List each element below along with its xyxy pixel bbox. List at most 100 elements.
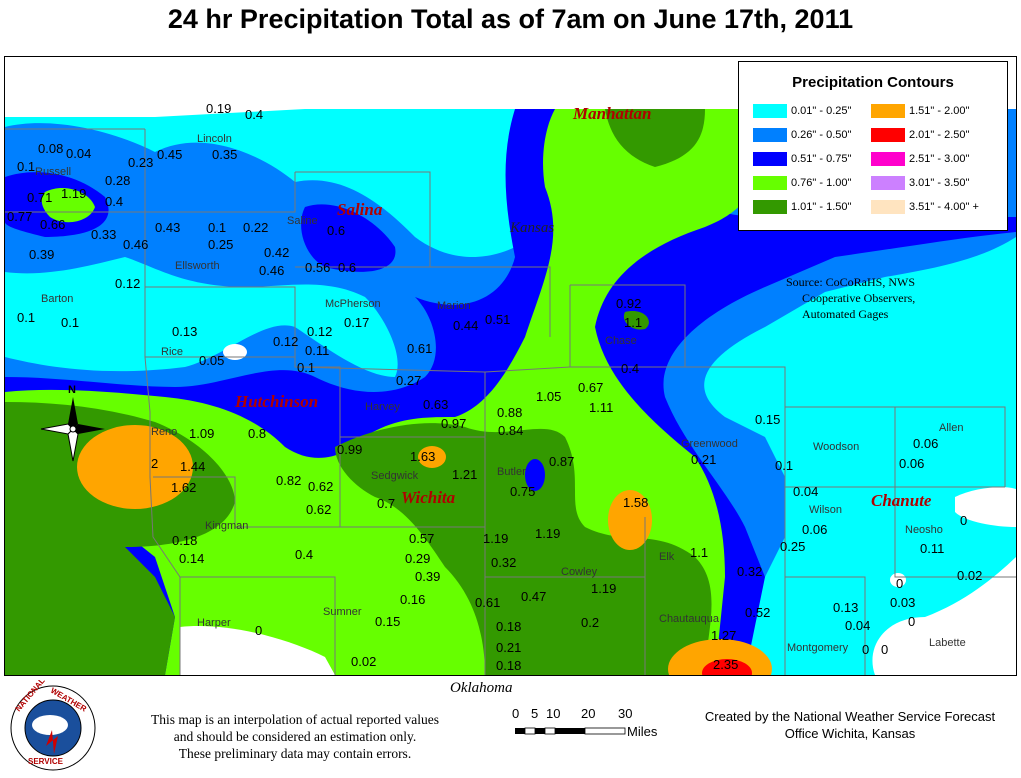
source-line-1: Source: CoCoRaHS, NWS [786, 275, 915, 289]
precip-value: 0.67 [578, 380, 603, 395]
legend-item: 2.01" - 2.50" [871, 128, 969, 142]
nws-logo-icon: NATIONAL WEATHER SERVICE [10, 680, 96, 771]
scale-tick: 30 [618, 706, 632, 721]
county-label: Sumner [323, 606, 362, 618]
precip-value: 0.44 [453, 318, 478, 333]
precip-value: 0.12 [307, 324, 332, 339]
precip-value: 0.4 [105, 194, 123, 209]
county-label: Chautauqua [659, 613, 720, 625]
contour-red-chautauqua [702, 659, 752, 675]
legend-item: 3.01" - 3.50" [871, 176, 969, 190]
precip-value: 0.99 [337, 442, 362, 457]
precip-value: 0.1 [61, 315, 79, 330]
precip-value: 0.11 [305, 343, 329, 358]
county-label: Wilson [809, 504, 842, 516]
legend-item: 0.76" - 1.00" [753, 176, 851, 190]
scale-tick: 0 [512, 706, 519, 721]
contour-white-harper [180, 626, 335, 675]
county-label: Barton [41, 293, 73, 305]
legend-swatch [871, 104, 905, 118]
precip-value: 0.05 [199, 353, 224, 368]
precip-value: 0.6 [338, 260, 356, 275]
precip-value: 0.45 [157, 147, 182, 162]
legend-label: 0.26" - 0.50" [791, 129, 852, 141]
precip-value: 0.46 [259, 263, 284, 278]
precip-value: 0.02 [957, 568, 982, 583]
precip-value: 0.63 [423, 397, 448, 412]
legend-swatch [871, 176, 905, 190]
north-label: N [68, 384, 76, 396]
city-label: Wichita [401, 488, 456, 507]
legend-item: 2.51" - 3.00" [871, 152, 969, 166]
precip-value: 1.19 [591, 581, 616, 596]
legend-swatch [871, 128, 905, 142]
precip-value: 0.87 [549, 454, 574, 469]
legend-swatch [753, 200, 787, 214]
precip-value: 0.42 [264, 245, 289, 260]
contour-orange-reno [77, 425, 193, 509]
precip-value: 1.63 [410, 449, 435, 464]
credit-line-2: Office Wichita, Kansas [784, 726, 916, 741]
precip-value: 0.35 [212, 147, 237, 162]
precip-value: 0.12 [273, 334, 298, 349]
precip-value: 0.77 [7, 209, 32, 224]
legend-item: 1.51" - 2.00" [871, 104, 969, 118]
legend-label: 0.76" - 1.00" [791, 177, 852, 189]
precip-value: 0.15 [755, 412, 780, 427]
source-line-3: Automated Gages [802, 307, 889, 321]
scale-tick: 20 [581, 706, 595, 721]
precip-value: 0.16 [400, 592, 425, 607]
precip-value: 0.18 [496, 619, 521, 634]
precip-value: 0.32 [491, 555, 516, 570]
credit: Created by the National Weather Service … [690, 708, 1010, 742]
precip-value: 0.15 [375, 614, 400, 629]
precip-value: 0 [255, 623, 262, 638]
precip-value: 0.25 [208, 237, 233, 252]
disclaimer: This map is an interpolation of actual r… [110, 711, 480, 762]
county-label: Harper [197, 617, 231, 629]
precip-value: 0.23 [128, 155, 153, 170]
county-label: Montgomery [787, 642, 849, 654]
legend-label: 2.51" - 3.00" [909, 153, 970, 165]
legend-swatch [753, 104, 787, 118]
county-label: Sedgwick [371, 470, 419, 482]
precip-value: 0 [896, 576, 903, 591]
precip-value: 0.02 [351, 654, 376, 669]
county-label: Chase [605, 335, 637, 347]
precip-value: 0.61 [407, 341, 432, 356]
precip-value: 0.06 [913, 436, 938, 451]
precip-value: 0.1 [775, 458, 793, 473]
precip-value: 0.4 [621, 361, 639, 376]
map-title: 24 hr Precipitation Total as of 7am on J… [167, 4, 854, 34]
precip-value: 0.39 [29, 247, 54, 262]
precip-value: 0 [908, 614, 915, 629]
city-label: Hutchinson [234, 392, 318, 411]
county-label: Woodson [813, 441, 859, 453]
precip-value: 0.18 [172, 533, 197, 548]
precip-value: 0.1 [208, 220, 226, 235]
precip-value: 0.75 [510, 484, 535, 499]
county-label: Butler [497, 466, 526, 478]
precip-value: 0.62 [308, 479, 333, 494]
city-labels: Manhattan Salina Hutchinson Wichita Chan… [234, 104, 932, 510]
legend-label: 0.01" - 0.25" [791, 105, 852, 117]
contour-orange-elk [608, 490, 652, 550]
precipitation-map: Russell Lincoln Ellsworth Saline Barton … [4, 56, 1017, 676]
precip-value: 0.7 [377, 496, 395, 511]
source-line-2: Cooperative Observers, [802, 291, 916, 305]
precip-value: 0.92 [616, 296, 641, 311]
precip-value: 0.14 [179, 551, 204, 566]
county-label: Ellsworth [175, 260, 220, 272]
precip-value: 0.04 [793, 484, 818, 499]
precip-value: 1.1 [690, 545, 708, 560]
precip-value: 1.58 [623, 495, 648, 510]
precip-value: 0.52 [745, 605, 770, 620]
legend-swatch [753, 152, 787, 166]
contour-white-southeast [872, 557, 1016, 675]
scale-unit: Miles [627, 724, 658, 739]
precip-value: 1.62 [171, 480, 196, 495]
legend-title: Precipitation Contours [792, 74, 954, 91]
precip-value: 0.04 [66, 146, 91, 161]
legend-label: 0.51" - 0.75" [791, 153, 852, 165]
precip-value: 0.27 [396, 373, 421, 388]
